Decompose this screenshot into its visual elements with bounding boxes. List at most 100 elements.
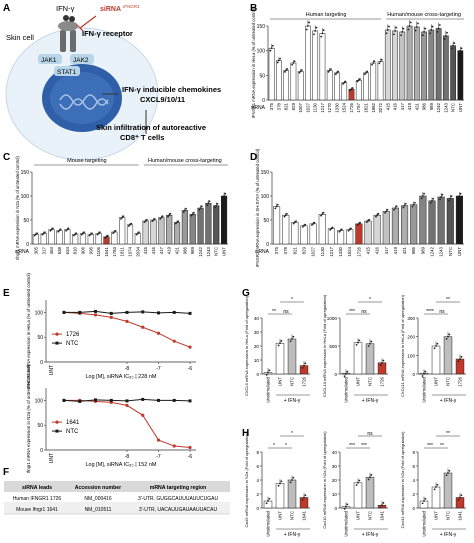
bar xyxy=(406,25,413,101)
data-point xyxy=(415,26,418,28)
unt-tick-label: UNT xyxy=(49,453,55,463)
data-point xyxy=(356,224,359,226)
legend-marker xyxy=(55,420,59,424)
significance-label: * xyxy=(291,297,293,303)
bar xyxy=(300,225,308,245)
bar xyxy=(268,47,275,101)
x-tick-label: 1217 xyxy=(329,246,334,256)
data-point xyxy=(444,34,447,37)
bar xyxy=(450,45,456,101)
data-point xyxy=(214,206,216,209)
y-axis-label: IFNGR1 mRNA expression in HeLa (% of unt… xyxy=(26,273,31,389)
data-point xyxy=(190,214,193,217)
bar xyxy=(419,500,429,509)
significance-label: ** xyxy=(440,443,444,449)
data-point xyxy=(395,26,398,29)
data-point xyxy=(357,79,360,82)
nucleus-inner xyxy=(50,72,114,124)
data-point xyxy=(349,89,352,92)
data-point xyxy=(351,87,354,89)
significance-label: *** xyxy=(361,443,367,449)
data-point xyxy=(460,494,463,497)
data-point xyxy=(393,208,396,211)
data-point xyxy=(460,355,463,358)
panel-e: E 0 50 100 IFNGR1 mRNA expression in HeLa (%… xyxy=(3,273,196,473)
bar xyxy=(334,72,340,101)
significance-label: * xyxy=(273,443,275,449)
data-point xyxy=(421,502,424,505)
significance-label: ** xyxy=(446,297,450,303)
data-point xyxy=(375,215,377,218)
data-point xyxy=(437,27,440,30)
bar xyxy=(299,497,309,509)
data-point xyxy=(320,214,322,217)
bar xyxy=(435,28,442,101)
y-tick-label: 50 xyxy=(263,218,269,224)
data-point xyxy=(421,375,424,377)
legend-label: 1726 xyxy=(66,332,80,338)
data-point xyxy=(435,345,437,347)
data-point xyxy=(420,197,423,200)
data-point xyxy=(367,220,369,222)
data-point xyxy=(280,480,283,483)
data-point xyxy=(446,31,448,34)
y-tick-label: 30 xyxy=(332,464,338,469)
data-point xyxy=(191,213,194,216)
data-point xyxy=(106,234,109,237)
data-point xyxy=(385,32,388,35)
data-point xyxy=(411,205,414,208)
legend-label: NTC xyxy=(66,429,79,435)
data-point xyxy=(433,488,436,491)
data-point xyxy=(301,366,304,369)
data-point xyxy=(279,342,281,345)
data-point xyxy=(382,359,385,362)
bar xyxy=(173,222,181,245)
panel-g: G 0 10 20 30 40 CXCL9 mRNA expression in HeLa … xyxy=(242,288,466,404)
x-tick-label: UNT xyxy=(434,377,439,386)
series-point xyxy=(141,397,145,401)
bar xyxy=(221,195,228,245)
data-point xyxy=(423,31,425,33)
legend-label: NTC xyxy=(66,341,79,347)
data-point xyxy=(334,73,337,76)
data-point xyxy=(459,358,461,360)
data-point xyxy=(145,218,148,221)
data-point xyxy=(144,220,147,222)
bar xyxy=(48,229,55,245)
x-tick-label: Unstimulated xyxy=(344,510,349,536)
data-point xyxy=(358,479,361,482)
treatment-label: + IFN-γ xyxy=(362,532,379,538)
legend-label: 1641 xyxy=(66,420,80,426)
table-cell: 3'-UTR, UACAUUGAUAAUUACAU xyxy=(139,507,218,513)
y-tick-label: 0 xyxy=(26,242,29,248)
data-point xyxy=(412,203,415,206)
data-point xyxy=(275,205,278,208)
data-point xyxy=(435,486,437,488)
jak1-box xyxy=(38,54,62,64)
x-tick-label: 1726 xyxy=(380,376,385,386)
bar xyxy=(377,362,387,375)
panel-letter-b: B xyxy=(250,3,257,14)
data-point xyxy=(409,21,412,24)
data-point xyxy=(291,63,294,66)
data-point xyxy=(293,60,296,63)
data-point xyxy=(268,497,271,500)
panel-letter-d: D xyxy=(250,152,257,163)
data-point xyxy=(183,209,186,212)
data-point xyxy=(291,479,293,481)
receptor-icon xyxy=(58,21,78,31)
panel-a: A IFN-γ siRNA IFNGR1 IFN-γ receptor Skin… xyxy=(3,3,221,161)
x-tick-label: 538 xyxy=(57,246,62,254)
bar xyxy=(213,205,220,245)
bar xyxy=(142,220,149,245)
data-point xyxy=(408,25,411,27)
x-tick-label: -7 xyxy=(156,454,161,460)
bar xyxy=(355,223,363,245)
x-tick-label: 1641 xyxy=(380,510,385,520)
data-point xyxy=(453,42,456,45)
x-tick-label: UNT xyxy=(222,247,227,256)
data-point xyxy=(215,204,218,207)
data-point xyxy=(200,205,203,208)
group-label: Human targeting xyxy=(306,12,347,18)
